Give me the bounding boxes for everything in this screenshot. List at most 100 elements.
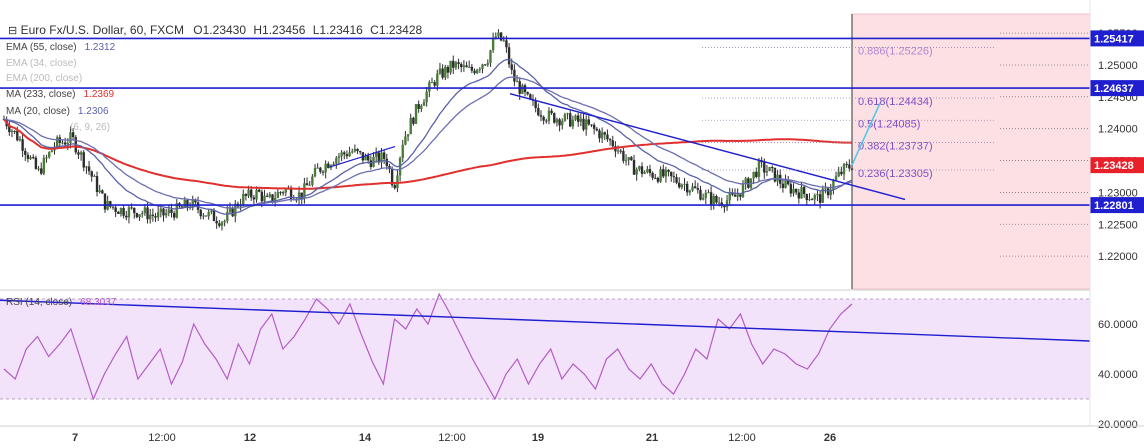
indicator-ma233[interactable]: MA (233, close) 1.2369	[6, 89, 114, 100]
fib-label: 0.618(1.24434)	[858, 96, 933, 108]
candle-body	[800, 186, 803, 199]
candle-body	[808, 199, 811, 201]
candle-body	[643, 172, 646, 174]
rsi-label[interactable]: RSI (14, close) 68.3037	[6, 297, 116, 308]
candle-body	[539, 115, 543, 117]
candle-body	[228, 207, 232, 212]
candle-body	[840, 171, 843, 175]
candle-body	[837, 171, 840, 177]
x-tick-label: 26	[824, 432, 836, 444]
rsi-value: 68.3037	[80, 297, 117, 308]
candle-body	[109, 201, 112, 207]
candle-body	[273, 197, 277, 202]
candle-body	[204, 215, 208, 217]
rsi-tick-label: 60.0000	[1098, 319, 1138, 331]
candle-body	[250, 189, 253, 198]
indicator-ichimoku[interactable]: (6, 9, 26)	[70, 122, 110, 133]
candle-body	[648, 169, 652, 173]
candle-body	[478, 68, 482, 70]
candle-body	[606, 134, 609, 140]
candle-body	[111, 206, 115, 208]
candle-body	[324, 163, 327, 173]
candle-body	[515, 81, 519, 83]
indicator-value: 1.2312	[84, 42, 116, 53]
ohlc-high: H1.23456	[253, 23, 306, 37]
candle-body	[345, 154, 349, 157]
candle-body	[45, 157, 48, 159]
y-tick-label: 1.25000	[1098, 60, 1138, 72]
candle-body	[180, 206, 184, 208]
candle-body	[337, 156, 341, 159]
candle-body	[255, 189, 258, 200]
y-tick-label: 1.22000	[1098, 251, 1138, 263]
candle-body	[696, 188, 700, 190]
candle-body	[794, 188, 798, 193]
candle-body	[691, 186, 694, 191]
candle-body	[550, 110, 553, 114]
candle-body	[63, 142, 67, 145]
candle-body	[579, 118, 583, 122]
candle-body	[382, 152, 386, 159]
candle-body	[632, 160, 636, 175]
indicator-ema200[interactable]: EMA (200, close)	[6, 73, 82, 84]
candle-body	[680, 184, 684, 188]
candle-body	[646, 169, 649, 173]
indicator-label: MA (233, close)	[6, 89, 76, 100]
candle-body	[32, 157, 35, 159]
candle-body	[125, 215, 128, 218]
candle-body	[470, 66, 474, 71]
candle-body	[289, 188, 293, 199]
candle-body	[271, 194, 274, 202]
candle-body	[542, 116, 545, 121]
candle-body	[558, 119, 561, 126]
indicator-ma20[interactable]: MA (20, close) 1.2306	[6, 106, 109, 117]
candle-body	[619, 150, 622, 152]
candle-body	[281, 192, 285, 194]
indicator-ema34[interactable]: EMA (34, close)	[6, 58, 77, 69]
rsi-tick-label: 20.0000	[1098, 419, 1138, 431]
candle-body	[678, 182, 681, 188]
candle-body	[226, 211, 229, 221]
candle-body	[143, 207, 147, 214]
candle-body	[284, 188, 287, 193]
ema55-line	[3, 76, 853, 209]
candle-body	[494, 36, 497, 39]
candle-body	[789, 184, 793, 194]
candle-body	[422, 102, 426, 106]
candle-body	[356, 148, 359, 152]
candle-body	[768, 167, 771, 172]
candle-body	[707, 192, 710, 194]
candle-body	[805, 194, 809, 201]
candle-body	[630, 157, 633, 161]
candle-body	[792, 188, 795, 194]
candle-body	[305, 183, 309, 186]
level-tag	[1090, 80, 1144, 97]
candle-body	[316, 167, 319, 169]
candle-body	[90, 171, 93, 177]
candle-body	[34, 157, 38, 169]
candle-body	[787, 180, 790, 185]
candle-body	[534, 100, 537, 109]
candle-body	[624, 160, 628, 162]
candle-body	[832, 180, 835, 190]
candle-body	[186, 200, 189, 207]
candle-body	[763, 162, 766, 173]
candle-body	[21, 139, 24, 151]
candle-body	[446, 66, 450, 73]
candle-body	[101, 190, 104, 194]
candle-body	[744, 178, 747, 185]
candle-body	[545, 120, 548, 122]
candle-body	[502, 40, 505, 42]
collapse-icon[interactable]: ⊟	[8, 25, 18, 37]
candle-body	[26, 154, 30, 159]
candle-body	[82, 152, 85, 168]
candle-body	[582, 118, 585, 130]
indicator-ema55[interactable]: EMA (55, close) 1.2312	[6, 42, 115, 53]
level-tag-label: 1.24637	[1094, 83, 1134, 95]
level-tag	[1090, 30, 1144, 47]
candle-body	[167, 209, 171, 214]
candle-body	[396, 175, 399, 189]
candle-body	[736, 194, 739, 197]
x-tick-label: 12	[244, 432, 256, 444]
